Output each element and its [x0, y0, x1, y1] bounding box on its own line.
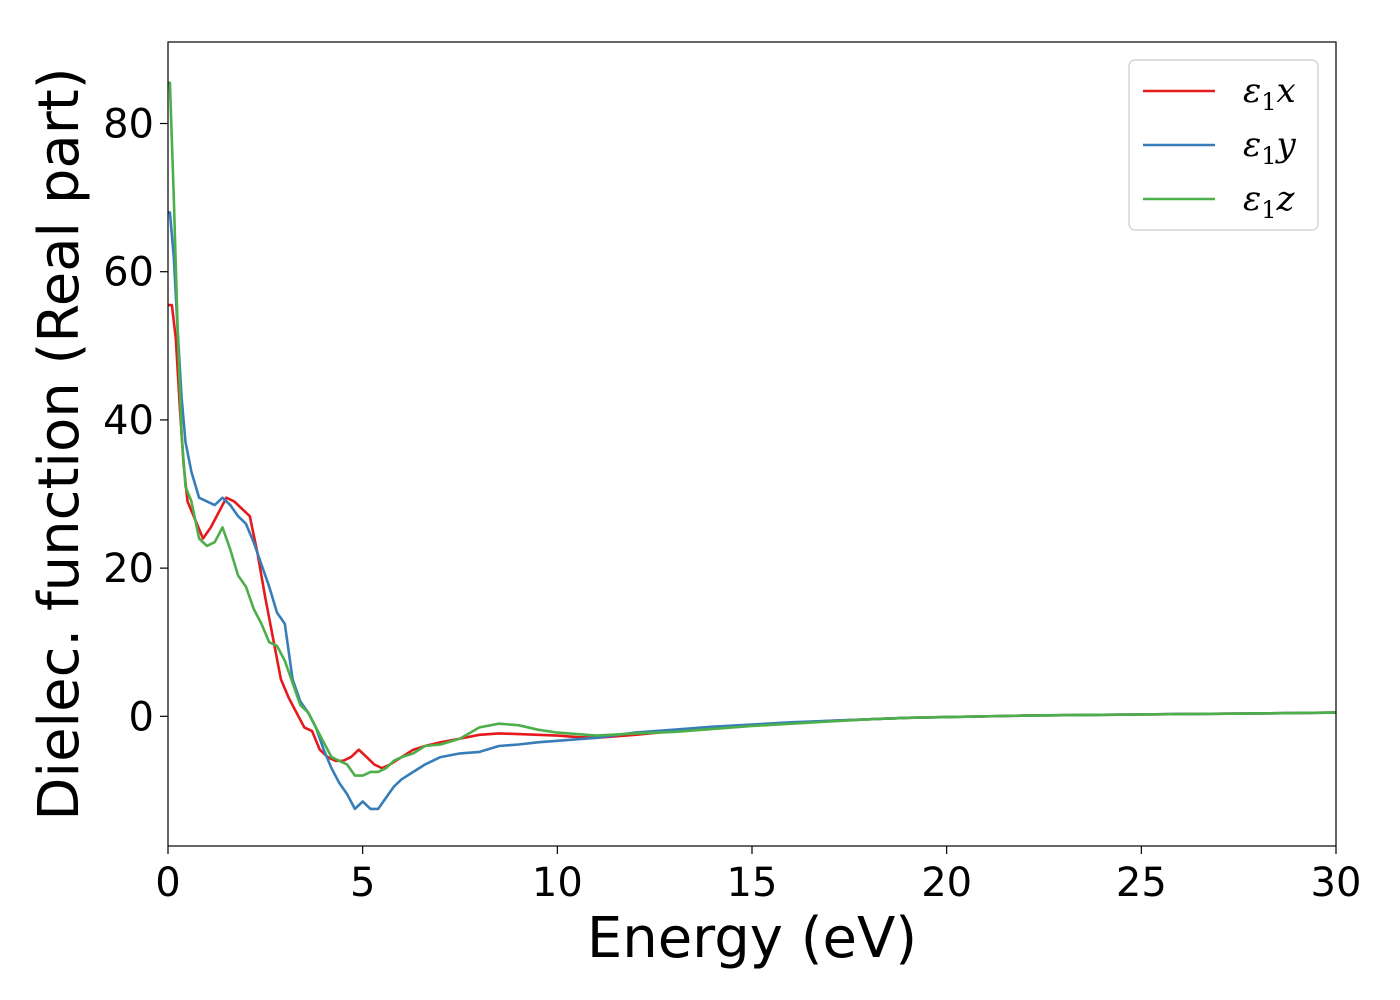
x-tick-label: 0: [155, 860, 180, 906]
legend-label-y: ε1y: [1243, 125, 1297, 170]
x-tick-label: 15: [727, 860, 778, 906]
legend: ε1x ε1y ε1z: [1128, 59, 1319, 231]
y-tick-label: 0: [129, 694, 154, 740]
plot-lines: [168, 81, 1336, 811]
y-axis-ticks: 0 20 40 60 80: [103, 102, 168, 740]
y-tick-label: 60: [103, 250, 154, 296]
series-line-x: [168, 303, 1336, 770]
series-line-y: [168, 211, 1336, 811]
x-tick-label: 20: [921, 860, 972, 906]
y-tick-label: 80: [103, 102, 154, 148]
series-line-z: [168, 81, 1336, 777]
x-tick-label: 25: [1116, 860, 1167, 906]
x-tick-label: 30: [1311, 860, 1362, 906]
x-tick-label: 5: [350, 860, 375, 906]
legend-label-z: ε1z: [1243, 179, 1296, 224]
y-axis-label: Dielec. function (Real part): [27, 67, 92, 820]
x-tick-label: 10: [532, 860, 583, 906]
legend-label-x: ε1x: [1243, 71, 1296, 116]
y-tick-label: 20: [103, 546, 154, 592]
x-axis-label: Energy (eV): [587, 906, 917, 971]
legend-box: [1128, 59, 1319, 231]
x-axis-ticks: 0 5 10 15 20 25 30: [155, 846, 1361, 906]
y-tick-label: 40: [103, 398, 154, 444]
